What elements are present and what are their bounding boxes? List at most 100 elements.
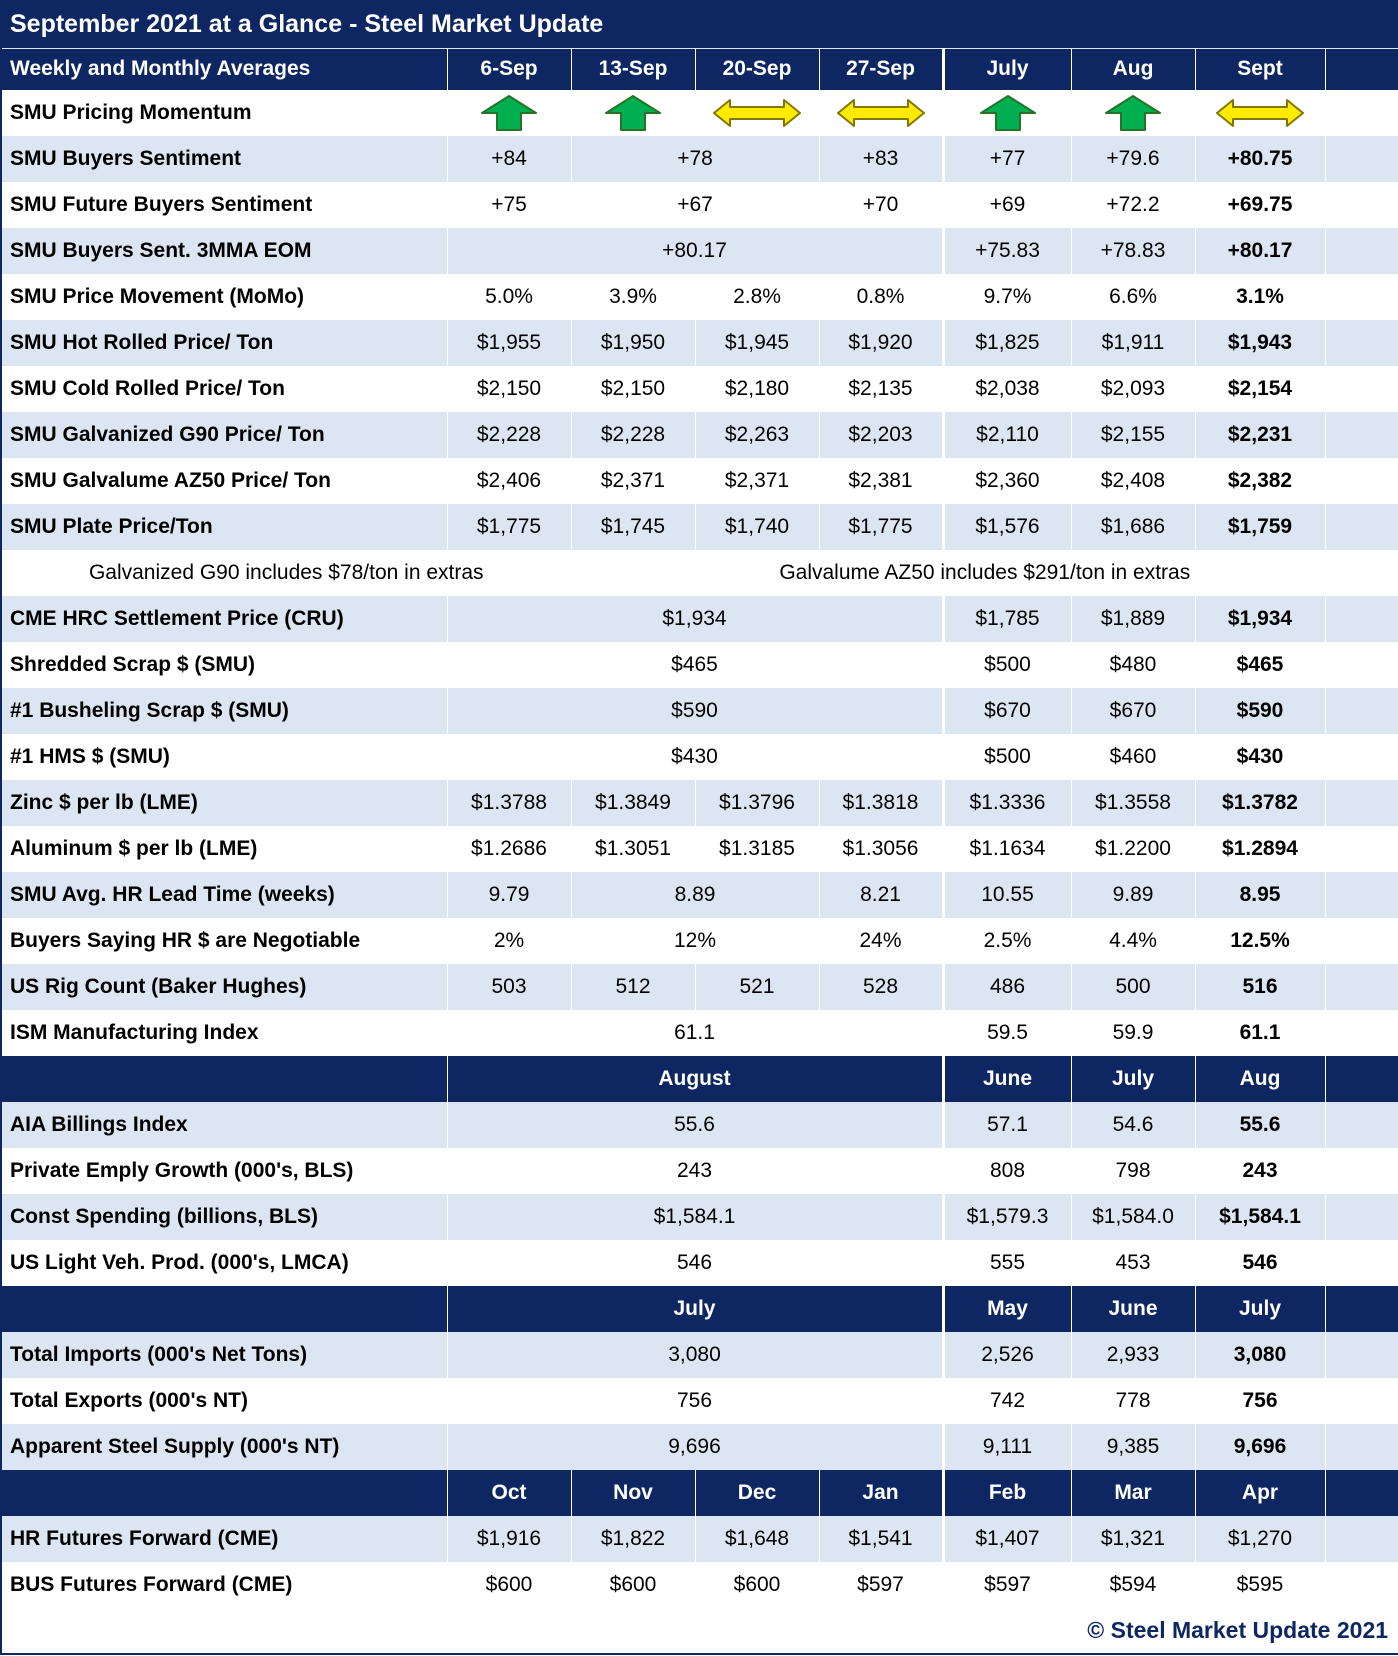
subheader-month: May [941,1286,1072,1332]
col-header: 13-Sep [571,48,696,90]
value-cell: 0.8% [819,274,944,320]
value-cell: 10.55 [941,872,1072,918]
employment-growth-row: Private Emply Growth (000's, BLS) 243 80… [1,1148,1398,1194]
row-label: Total Imports (000's Net Tons) [1,1332,448,1378]
value-cell: 546 [1195,1240,1326,1286]
filler-cell [1325,780,1398,826]
empty-label-cell [1,1056,448,1102]
value-cell: 3.9% [571,274,696,320]
value-cell: $1.3056 [819,826,944,872]
subheader-month: Jan [819,1470,944,1516]
header-label: Weekly and Monthly Averages [1,48,448,90]
value-cell: 2.8% [695,274,820,320]
page-title: September 2021 at a Glance - Steel Marke… [1,1,1398,49]
value-cell: $1,916 [447,1516,572,1562]
value-cell: $2,154 [1195,366,1326,412]
filler-cell [1325,274,1398,320]
subheader-month: Apr [1195,1470,1326,1516]
value-cell: $1.3796 [695,780,820,826]
value-cell: 756 [1195,1378,1326,1424]
value-cell: $480 [1071,642,1196,688]
value-cell: 2,933 [1071,1332,1196,1378]
filler-cell [1325,1516,1398,1562]
busheling-scrap-row: #1 Busheling Scrap $ (SMU) $590 $670 $67… [1,688,1398,734]
value-cell: $465 [447,642,944,688]
value-cell: $1,785 [941,596,1072,642]
row-label: SMU Buyers Sentiment [1,136,448,182]
filler-cell [1325,918,1398,964]
filler-cell [1325,642,1398,688]
row-label: SMU Plate Price/Ton [1,504,448,550]
value-cell: $597 [941,1562,1072,1608]
value-cell: $1,945 [695,320,820,366]
value-cell: $430 [447,734,944,780]
value-cell: $2,110 [941,412,1072,458]
value-cell: $2,203 [819,412,944,458]
value-cell: 500 [1071,964,1196,1010]
value-cell: 8.95 [1195,872,1326,918]
price-movement-row: SMU Price Movement (MoMo) 5.0% 3.9% 2.8%… [1,274,1398,320]
row-label: #1 Busheling Scrap $ (SMU) [1,688,448,734]
value-cell: +72.2 [1071,182,1196,228]
zinc-row: Zinc $ per lb (LME) $1.3788 $1.3849 $1.3… [1,780,1398,826]
value-cell: 61.1 [447,1010,944,1056]
value-cell: 61.1 [1195,1010,1326,1056]
value-cell: 3,080 [447,1332,944,1378]
row-label: SMU Galvalume AZ50 Price/ Ton [1,458,448,504]
row-label: SMU Future Buyers Sentiment [1,182,448,228]
value-cell: $1.3185 [695,826,820,872]
value-cell: $1.3788 [447,780,572,826]
value-cell: 6.6% [1071,274,1196,320]
galvalume-az50-row: SMU Galvalume AZ50 Price/ Ton $2,406 $2,… [1,458,1398,504]
filler-cell [1325,228,1398,274]
aluminum-row: Aluminum $ per lb (LME) $1.2686 $1.3051 … [1,826,1398,872]
filler-cell [1325,48,1398,90]
subheader-month: Oct [447,1470,572,1516]
title-row: September 2021 at a Glance - Steel Marke… [1,1,1398,49]
filler-cell [1325,1470,1398,1516]
value-cell: $1,934 [1195,596,1326,642]
value-cell: $1,576 [941,504,1072,550]
row-label: US Rig Count (Baker Hughes) [1,964,448,1010]
value-cell: $2,371 [695,458,820,504]
col-header: July [941,48,1072,90]
value-cell: 2.5% [941,918,1072,964]
value-cell: $595 [1195,1562,1326,1608]
ism-row: ISM Manufacturing Index 61.1 59.5 59.9 6… [1,1010,1398,1056]
subheader-month: June [1071,1286,1196,1332]
bus-futures-row: BUS Futures Forward (CME) $600 $600 $600… [1,1562,1398,1608]
value-cell: $2,382 [1195,458,1326,504]
value-cell: 516 [1195,964,1326,1010]
value-cell: 798 [1071,1148,1196,1194]
subheader-month: June [941,1056,1072,1102]
value-cell: $2,155 [1071,412,1196,458]
filler-cell [1325,504,1398,550]
row-label: Aluminum $ per lb (LME) [1,826,448,872]
copyright-text: © Steel Market Update 2021 [1,1608,1398,1654]
momentum-cell [941,90,1072,136]
row-label: SMU Hot Rolled Price/ Ton [1,320,448,366]
row-label: SMU Cold Rolled Price/ Ton [1,366,448,412]
momentum-up-icon [1105,95,1161,131]
momentum-sideways-icon [713,99,801,127]
pricing-momentum-row: SMU Pricing Momentum [1,90,1398,136]
value-cell: +84 [447,136,572,182]
value-cell: 243 [1195,1148,1326,1194]
value-cell: $2,180 [695,366,820,412]
filler-cell [1325,964,1398,1010]
value-cell: $2,408 [1071,458,1196,504]
value-cell: $1.3782 [1195,780,1326,826]
value-cell: $2,038 [941,366,1072,412]
row-label: ISM Manufacturing Index [1,1010,448,1056]
momentum-cell [571,90,696,136]
value-cell: 9,385 [1071,1424,1196,1470]
value-cell: $1,270 [1195,1516,1326,1562]
value-cell: $2,093 [1071,366,1196,412]
value-cell: $2,371 [571,458,696,504]
value-cell: $670 [1071,688,1196,734]
momentum-up-icon [481,95,537,131]
value-cell: +75 [447,182,572,228]
value-cell: $1,745 [571,504,696,550]
filler-cell [1325,136,1398,182]
value-cell: 9.7% [941,274,1072,320]
